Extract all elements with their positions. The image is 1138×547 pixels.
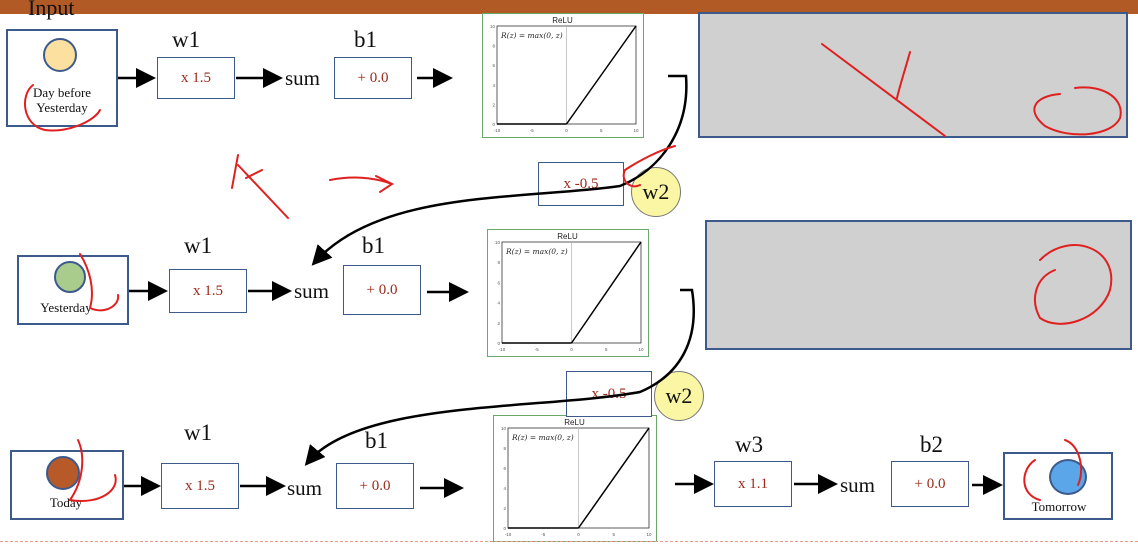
w2-value-box-2: x -0.5 xyxy=(566,371,652,417)
relu-ytick: 10 xyxy=(501,426,507,431)
output-label-tomorrow: Tomorrow xyxy=(1031,499,1087,514)
sum-label-1: sum xyxy=(285,66,321,90)
relu-ytick: 10 xyxy=(490,24,496,29)
relu-xtick: -5 xyxy=(541,532,545,537)
input-label-today: Today xyxy=(49,495,83,510)
relu-xtick: -10 xyxy=(505,532,512,537)
relu-formula: R(z) = max(0, z) xyxy=(500,31,563,40)
relu-ytick: 4 xyxy=(492,83,495,88)
b1-label-3: b1 xyxy=(365,428,388,453)
w1-value-box-1: x 1.5 xyxy=(157,57,235,99)
input-label-yesterday: Yesterday xyxy=(40,300,92,315)
relu-title: ReLU xyxy=(552,16,573,25)
b1-value-box-2: + 0.0 xyxy=(343,265,421,315)
output-node-box-tomorrow: Tomorrow xyxy=(1003,452,1113,520)
relu-formula: R(z) = max(0, z) xyxy=(505,247,568,256)
ink-scribble-k xyxy=(231,154,289,219)
relu-xtick: -10 xyxy=(499,347,506,352)
relu-xtick: -10 xyxy=(494,128,501,133)
relu-linear-segment xyxy=(570,241,642,344)
node-circle-day-before xyxy=(43,38,77,72)
relu-xtick: 5 xyxy=(612,532,615,537)
w2-badge-2: w2 xyxy=(654,371,704,421)
header-bar xyxy=(0,0,1138,14)
input-node-box-day-before: Day before Yesterday xyxy=(6,29,118,127)
relu-ytick: 2 xyxy=(497,321,500,326)
relu-chart-2: ReLU R(z) = max(0, z) -10 -5 0 5 10 0 2 4 6 8 10 xyxy=(495,232,644,352)
node-circle-tomorrow xyxy=(1049,459,1087,495)
input-label-day-before: Day before Yesterday xyxy=(32,85,92,115)
relu-xtick: 0 xyxy=(565,128,568,133)
w2-value-box-1: x -0.5 xyxy=(538,162,624,206)
relu-ytick: 8 xyxy=(497,260,500,265)
w1-label-1: w1 xyxy=(172,27,201,52)
relu-title: ReLU xyxy=(557,232,578,241)
relu-xtick: -5 xyxy=(535,347,539,352)
w1-value-box-3: x 1.5 xyxy=(161,463,239,509)
relu-linear-segment xyxy=(565,25,637,125)
w3-label: w3 xyxy=(735,432,764,457)
relu-ytick: 8 xyxy=(503,446,506,451)
sum-label-3: sum xyxy=(287,476,323,500)
relu-ytick: 6 xyxy=(492,63,495,68)
relu-plot-3: ReLU R(z) = max(0, z) -10 -5 0 5 10 0 2 4 6 8 10 xyxy=(493,415,657,542)
w3-value-box: x 1.1 xyxy=(714,461,792,507)
sum-label-2: sum xyxy=(294,279,330,303)
w2-badge-1: w2 xyxy=(631,167,681,217)
sum-label-output: sum xyxy=(840,473,876,497)
b1-label-2: b1 xyxy=(362,233,385,258)
relu-xtick: -5 xyxy=(530,128,534,133)
w1-label-2: w1 xyxy=(184,233,213,258)
relu-xtick: 0 xyxy=(570,347,573,352)
relu-ytick: 0 xyxy=(492,122,495,127)
ink-arrow xyxy=(329,175,394,193)
bottom-divider xyxy=(0,541,1138,542)
relu-ytick: 4 xyxy=(503,486,506,491)
b1-value-box-3: + 0.0 xyxy=(336,463,414,509)
relu-xtick: 0 xyxy=(577,532,580,537)
input-heading: Input xyxy=(28,0,75,20)
relu-ytick: 6 xyxy=(503,466,506,471)
relu-xtick: 10 xyxy=(646,532,652,537)
relu-ytick: 10 xyxy=(495,240,501,245)
b1-value-box-1: + 0.0 xyxy=(334,57,412,99)
relu-formula: R(z) = max(0, z) xyxy=(511,433,574,442)
relu-ytick: 6 xyxy=(497,280,500,285)
relu-plot-1: ReLU R(z) = max(0, z) -10 -5 0 5 10 0 2 4 6 8 10 xyxy=(482,13,644,138)
relu-chart-3: ReLU R(z) = max(0, z) -10 -5 0 5 10 0 2 4 6 8 10 xyxy=(501,418,652,537)
input-node-box-yesterday: Yesterday xyxy=(17,255,129,325)
relu-ytick: 0 xyxy=(503,526,506,531)
relu-plot-2: ReLU R(z) = max(0, z) -10 -5 0 5 10 0 2 4 6 8 10 xyxy=(487,229,649,357)
w1-label-3: w1 xyxy=(184,420,213,445)
relu-ytick: 2 xyxy=(503,506,506,511)
relu-ytick: 4 xyxy=(497,301,500,306)
b2-value-box: + 0.0 xyxy=(891,461,969,507)
relu-xtick: 10 xyxy=(633,128,639,133)
w1-value-box-2: x 1.5 xyxy=(169,269,247,313)
relu-xtick: 10 xyxy=(638,347,644,352)
relu-ytick: 0 xyxy=(497,341,500,346)
gray-panel-2 xyxy=(705,220,1132,350)
relu-ytick: 8 xyxy=(492,44,495,49)
relu-linear-segment xyxy=(577,427,650,529)
gray-panel-1 xyxy=(698,12,1128,138)
node-circle-yesterday xyxy=(54,261,86,293)
relu-xtick: 5 xyxy=(600,128,603,133)
b1-label-1: b1 xyxy=(354,27,377,52)
relu-ytick: 2 xyxy=(492,102,495,107)
relu-chart-1: ReLU R(z) = max(0, z) -10 -5 0 5 10 0 2 4 6 8 10 xyxy=(490,16,639,133)
input-node-box-today: Today xyxy=(10,450,124,520)
relu-xtick: 5 xyxy=(605,347,608,352)
node-circle-today xyxy=(46,456,80,490)
relu-title: ReLU xyxy=(564,418,585,427)
b2-label: b2 xyxy=(920,432,943,457)
